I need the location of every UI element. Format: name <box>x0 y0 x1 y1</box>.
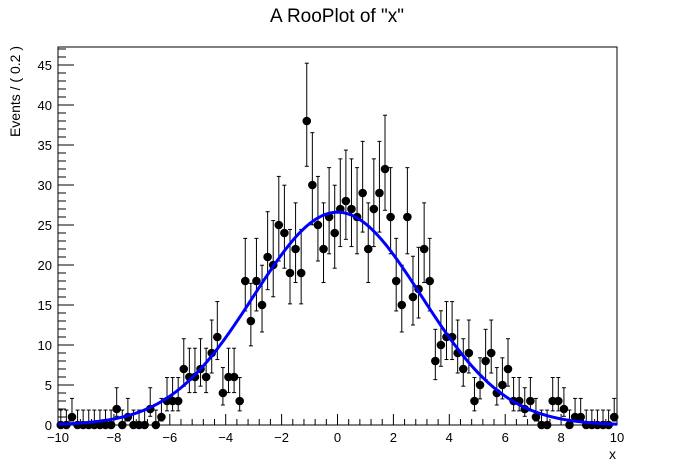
y-axis-label: Events / ( 0.2 ) <box>7 46 23 137</box>
data-point <box>565 420 574 430</box>
data-point <box>302 116 312 126</box>
data-point <box>609 412 619 422</box>
data-point <box>117 420 127 430</box>
data-point <box>201 372 211 382</box>
data-point <box>363 244 373 254</box>
data-point <box>554 396 563 406</box>
data-point <box>151 420 161 430</box>
fit-curve-group <box>57 210 618 426</box>
x-axis: −10 −8 −6 −4 −2 0 2 4 6 8 10 <box>47 414 624 445</box>
data-point <box>157 412 166 422</box>
data-point <box>369 204 379 214</box>
fit-curve <box>57 210 618 426</box>
data-point <box>403 212 412 222</box>
data-point <box>419 244 429 254</box>
data-point <box>391 276 401 286</box>
data-point <box>481 356 490 366</box>
data-points <box>56 116 619 430</box>
chart-title: A RooPlot of "x" <box>270 6 404 27</box>
data-point <box>436 340 446 350</box>
data-point <box>464 348 474 358</box>
data-point <box>67 412 77 422</box>
y-tick-label: 40 <box>38 98 52 113</box>
data-point <box>190 372 200 382</box>
data-point <box>526 396 535 406</box>
data-point <box>296 268 306 278</box>
data-point <box>240 276 250 286</box>
x-axis-label: x <box>609 446 616 462</box>
x-tick-label: 4 <box>446 430 453 445</box>
data-point <box>173 396 183 406</box>
x-tick-label: −10 <box>47 430 69 445</box>
x-tick-label: 8 <box>557 430 564 445</box>
data-point <box>274 220 284 230</box>
data-point <box>503 364 513 374</box>
data-point <box>498 380 507 390</box>
x-tick-label: −2 <box>274 430 289 445</box>
x-tick-label: −4 <box>218 430 233 445</box>
y-tick-label: 0 <box>45 418 52 433</box>
data-point <box>375 188 384 198</box>
data-point <box>386 212 395 222</box>
data-point <box>531 412 541 422</box>
data-point <box>218 388 228 398</box>
x-tick-label: 10 <box>610 430 624 445</box>
y-tick-label: 5 <box>45 378 52 393</box>
data-point <box>408 292 418 302</box>
data-point <box>319 244 328 254</box>
x-tick-label: −8 <box>106 430 121 445</box>
x-tick-label: 0 <box>334 430 341 445</box>
data-point <box>397 300 407 310</box>
data-point <box>179 364 189 374</box>
data-point <box>252 276 261 286</box>
data-point <box>313 220 323 230</box>
data-point <box>431 356 440 366</box>
y-tick-label: 35 <box>38 138 52 153</box>
data-point <box>341 196 351 206</box>
y-tick-label: 10 <box>38 338 52 353</box>
x-tick-label: 2 <box>390 430 397 445</box>
y-tick-label: 45 <box>38 58 52 73</box>
data-point <box>213 332 222 342</box>
data-point <box>280 228 289 238</box>
data-point <box>330 228 340 238</box>
data-point <box>347 204 356 214</box>
data-point <box>291 244 300 254</box>
data-point <box>229 372 239 382</box>
y-tick-label: 30 <box>38 178 52 193</box>
data-point <box>263 252 272 262</box>
data-point <box>425 276 435 286</box>
x-tick-label: 6 <box>502 430 509 445</box>
data-point <box>486 348 496 358</box>
data-point <box>140 420 149 430</box>
y-tick-label: 25 <box>38 218 52 233</box>
data-point <box>106 420 116 430</box>
y-axis: 0 5 10 15 20 25 30 35 40 45 <box>38 48 74 433</box>
data-point <box>246 316 256 326</box>
error-bars <box>58 62 617 426</box>
data-point <box>358 188 367 198</box>
data-point <box>559 404 569 414</box>
y-tick-label: 15 <box>38 298 52 313</box>
x-tick-label: −6 <box>162 430 177 445</box>
y-tick-label: 20 <box>38 258 52 273</box>
data-point <box>112 404 121 414</box>
data-point <box>470 396 479 406</box>
data-point <box>542 420 552 430</box>
data-point <box>285 268 295 278</box>
data-point <box>380 164 390 174</box>
data-point <box>235 396 244 406</box>
data-point <box>308 180 317 190</box>
data-point <box>458 364 468 374</box>
data-point <box>576 412 585 422</box>
data-point <box>475 380 485 390</box>
data-point <box>257 300 267 310</box>
